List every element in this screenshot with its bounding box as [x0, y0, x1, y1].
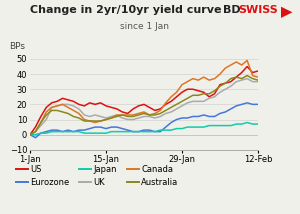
Text: SWISS: SWISS	[238, 5, 278, 15]
Text: Change in 2yr/10yr yield curve: Change in 2yr/10yr yield curve	[30, 5, 221, 15]
Text: since 1 Jan: since 1 Jan	[119, 22, 169, 31]
Text: BD: BD	[224, 5, 241, 15]
Legend: US, Eurozone, Japan, UK, Canada, Australia: US, Eurozone, Japan, UK, Canada, Austral…	[16, 165, 178, 187]
Polygon shape	[280, 6, 292, 18]
Text: BPs: BPs	[10, 42, 26, 51]
